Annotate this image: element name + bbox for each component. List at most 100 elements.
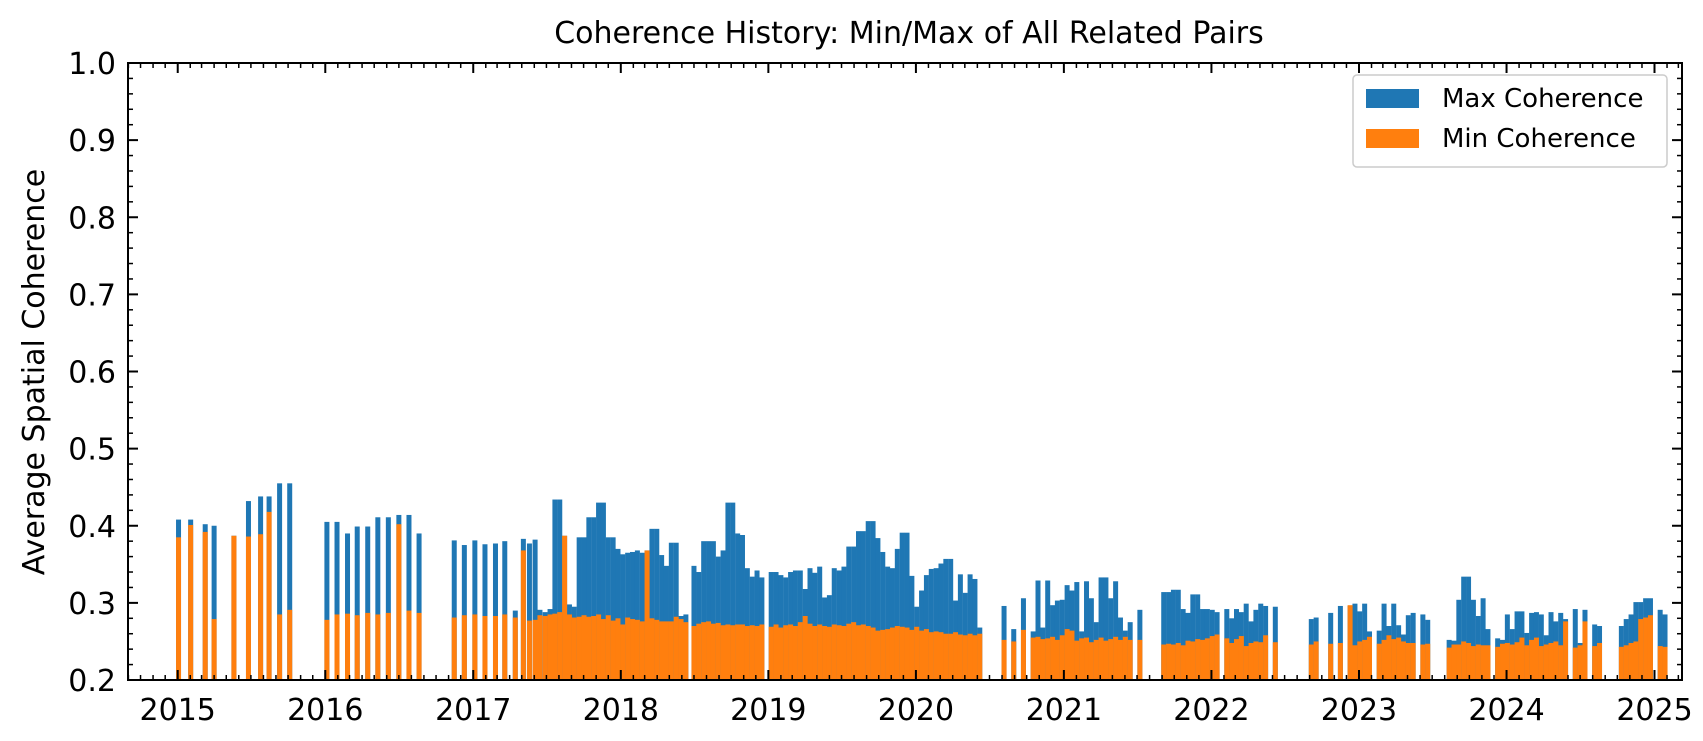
min-coherence-bar xyxy=(1657,646,1663,680)
min-coherence-bar xyxy=(605,615,611,680)
max-coherence-bar xyxy=(1466,576,1472,680)
max-coherence-bar xyxy=(938,563,944,680)
min-coherence-bar xyxy=(822,626,828,680)
max-coherence-bar xyxy=(972,578,978,680)
min-coherence-bar xyxy=(461,615,467,680)
min-coherence-bar xyxy=(1504,642,1510,680)
min-coherence-bar xyxy=(659,621,665,680)
min-coherence-bar xyxy=(1020,629,1026,680)
max-coherence-bar xyxy=(615,548,621,680)
max-coherence-bar xyxy=(851,546,857,680)
min-coherence-bar xyxy=(1234,639,1239,680)
min-coherence-bar xyxy=(1224,638,1230,680)
min-coherence-bar xyxy=(1166,643,1172,680)
y-tick-label: 1.0 xyxy=(68,47,116,82)
min-coherence-bar xyxy=(1059,635,1065,680)
min-coherence-bar xyxy=(1011,641,1017,680)
min-coherence-bar xyxy=(615,618,621,680)
y-tick-label: 0.3 xyxy=(68,587,116,622)
min-coherence-bar xyxy=(1229,642,1235,680)
min-coherence-bar xyxy=(1480,645,1486,680)
min-coherence-bar xyxy=(1391,639,1397,680)
min-coherence-bar xyxy=(783,625,789,680)
min-coherence-bar xyxy=(639,621,645,680)
min-coherence-bar xyxy=(773,624,779,680)
min-coherence-bar xyxy=(610,620,616,680)
y-tick-label: 0.2 xyxy=(68,664,116,699)
max-coherence-bar xyxy=(639,552,645,680)
min-coherence-bar xyxy=(860,624,866,680)
max-coherence-bar xyxy=(1480,598,1486,680)
min-coherence-bar xyxy=(1079,638,1085,680)
max-coherence-bar xyxy=(610,537,616,680)
min-coherence-bar xyxy=(885,629,891,680)
min-coherence-bar xyxy=(1470,646,1476,680)
min-coherence-bar xyxy=(1103,640,1109,680)
max-coherence-bar xyxy=(406,514,412,680)
max-coherence-bar xyxy=(725,502,731,680)
min-coherence-bar xyxy=(526,620,532,680)
max-coherence-bar xyxy=(1045,580,1051,680)
min-coherence-bar xyxy=(1352,645,1358,680)
min-coherence-bar xyxy=(512,617,518,680)
min-coherence-bar xyxy=(562,535,568,680)
legend-swatch-max xyxy=(1366,89,1419,108)
max-coherence-bar xyxy=(706,541,712,680)
min-coherence-bar xyxy=(1204,638,1210,680)
min-coherence-bar xyxy=(571,617,577,680)
min-coherence-bar xyxy=(557,612,563,680)
min-coherence-bar xyxy=(710,623,716,680)
min-coherence-bar xyxy=(266,511,272,680)
min-coherence-bar xyxy=(768,626,774,680)
x-tick-label: 2018 xyxy=(583,693,659,728)
min-coherence-bar xyxy=(696,623,702,680)
min-coherence-bar xyxy=(1533,637,1539,680)
max-coherence-bar xyxy=(831,568,837,680)
min-coherence-bar xyxy=(324,619,330,680)
max-coherence-bar xyxy=(1180,609,1186,680)
max-coherence-bar xyxy=(211,525,217,680)
y-tick-label: 0.5 xyxy=(68,433,116,468)
max-coherence-bar xyxy=(1074,582,1080,680)
max-coherence-bar xyxy=(461,545,467,680)
min-coherence-bar xyxy=(807,623,813,680)
y-tick-label: 0.4 xyxy=(68,510,116,545)
max-coherence-bar xyxy=(1098,577,1104,680)
min-coherence-bar xyxy=(345,613,351,680)
min-coherence-bar xyxy=(797,622,803,680)
min-coherence-bar xyxy=(492,615,498,680)
min-coherence-bar xyxy=(591,615,597,680)
max-coherence-bar xyxy=(744,568,750,680)
min-coherence-bar xyxy=(1386,635,1392,680)
max-coherence-bar xyxy=(1572,609,1578,680)
min-coherence-bar xyxy=(962,635,968,680)
min-coherence-bar xyxy=(1461,641,1467,680)
min-coherence-bar xyxy=(1272,642,1278,680)
min-coherence-bar xyxy=(1643,617,1649,680)
min-coherence-bar xyxy=(1084,637,1090,680)
min-coherence-bar xyxy=(1485,645,1491,680)
min-coherence-bar xyxy=(334,614,340,680)
min-coherence-bar xyxy=(1577,645,1583,680)
min-coherence-bar xyxy=(1337,642,1343,680)
min-coherence-bar xyxy=(1238,636,1244,680)
max-coherence-bar xyxy=(768,572,774,680)
min-coherence-bar xyxy=(1209,636,1215,680)
x-tick-label: 2015 xyxy=(140,693,216,728)
min-coherence-bar xyxy=(923,629,929,680)
max-coherence-bar xyxy=(928,568,934,680)
min-coherence-bar xyxy=(856,625,862,680)
min-coherence-bar xyxy=(919,630,925,680)
min-coherence-bar xyxy=(1500,643,1506,680)
max-coherence-bar xyxy=(1170,589,1176,680)
max-coherence-bar xyxy=(451,540,457,680)
max-coherence-bar xyxy=(870,521,876,680)
min-coherence-bar xyxy=(1170,644,1176,680)
min-coherence-bar xyxy=(211,619,217,680)
min-coherence-bar xyxy=(1214,634,1220,680)
max-coherence-bar xyxy=(482,544,488,680)
max-coherence-bar xyxy=(1035,580,1041,680)
max-coherence-bar xyxy=(792,570,798,680)
min-coherence-bar xyxy=(472,614,478,680)
min-coherence-bar xyxy=(1563,621,1569,680)
